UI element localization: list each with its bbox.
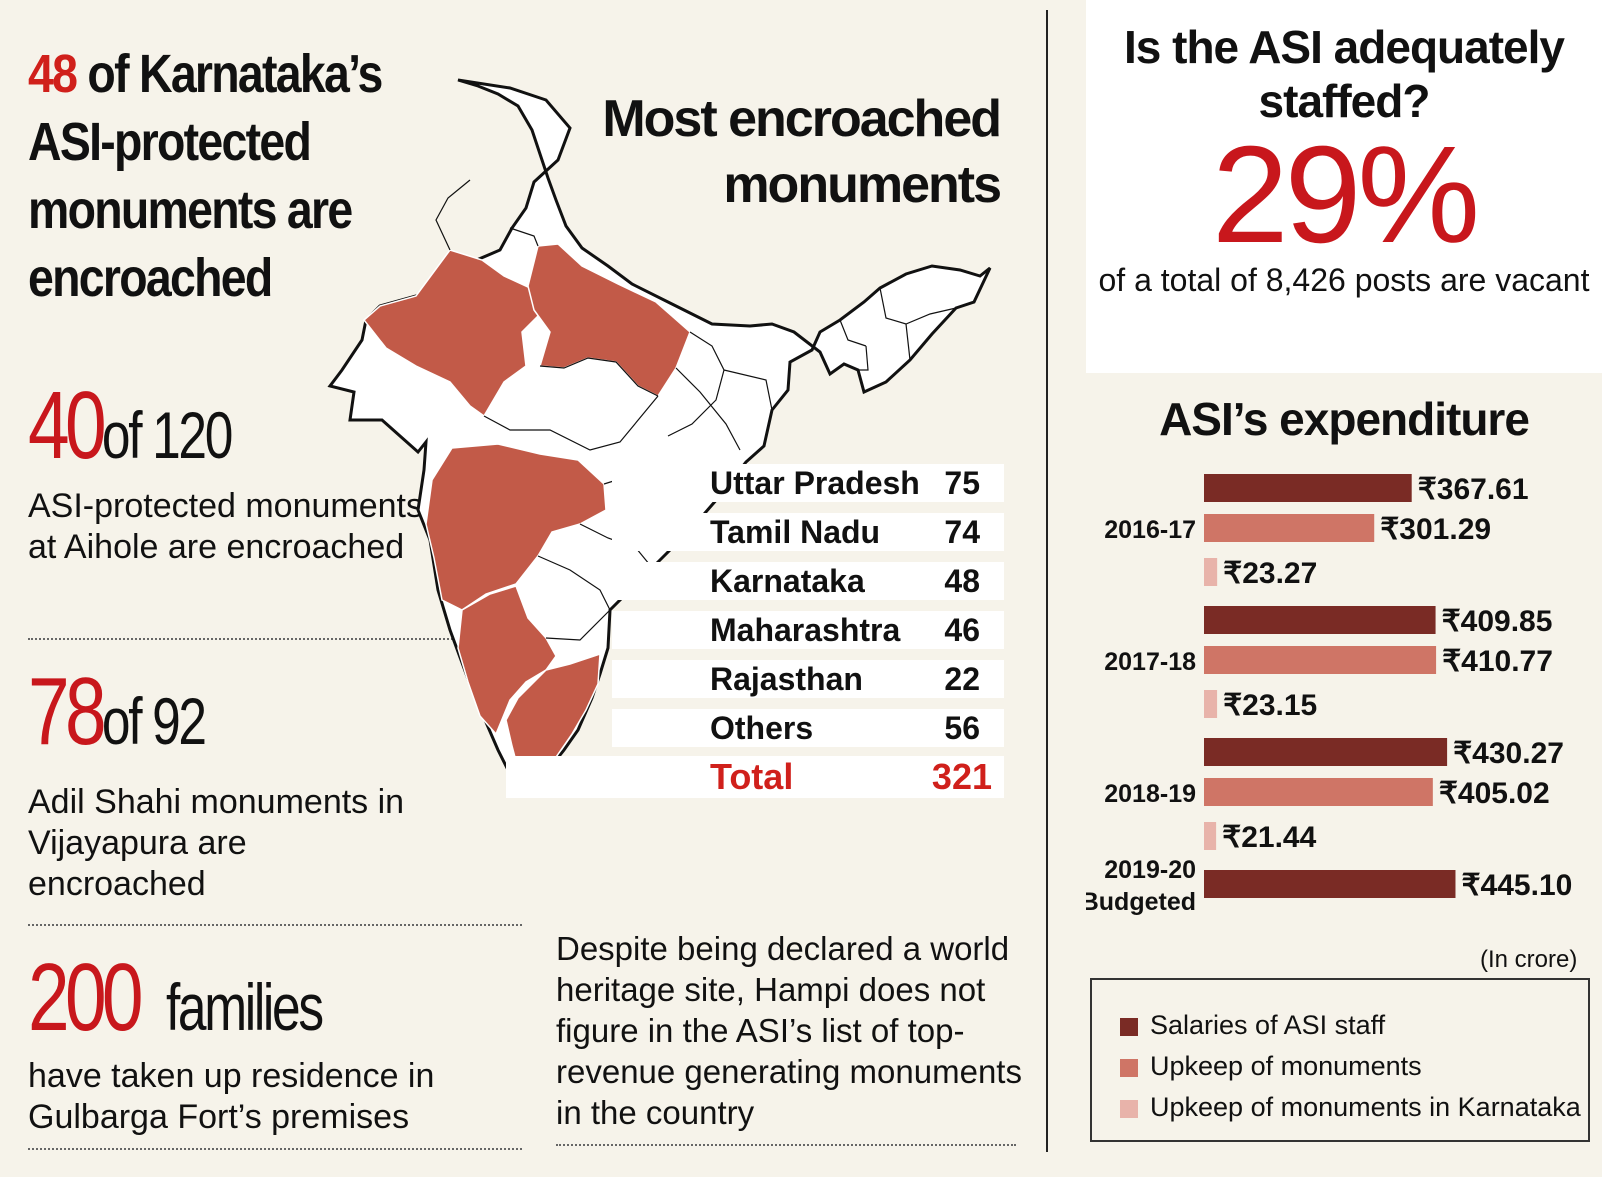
table-row: Others 56 [612, 709, 1004, 747]
legend-swatch [1120, 1099, 1138, 1118]
category-label: 2016-17 [1104, 516, 1196, 544]
table-row: Uttar Pradesh 75 [612, 464, 1004, 502]
staffing-title: Is the ASI adequately staffed? [1124, 21, 1565, 127]
bar-0-2 [1204, 738, 1448, 766]
legend-swatch [1120, 1058, 1138, 1077]
state-karnataka [457, 585, 557, 736]
northeast-borders [839, 287, 957, 371]
data-label: ₹430.27 [1453, 737, 1564, 770]
headline-text: of Karnataka’s ASI-protected monuments a… [28, 44, 383, 308]
stat-vijayapura-text: Adil Shahi monuments in Vijayapura are e… [28, 783, 405, 903]
table-total-row: Total 321 [506, 756, 1004, 798]
data-label: ₹410.77 [1442, 645, 1553, 678]
bar-0-1 [1204, 606, 1436, 634]
table-row: Karnataka 48 [612, 562, 1004, 600]
hampi-note: Despite being declared a world heritage … [556, 930, 1022, 1131]
bar-2-2 [1204, 822, 1217, 850]
total-label: Total [710, 756, 794, 797]
data-label: ₹367.61 [1418, 473, 1529, 506]
stat-gulbarga-figure: 200 families [28, 944, 324, 1051]
state-count: 22 [944, 661, 980, 697]
table-row: Maharashtra 46 [612, 611, 1004, 649]
data-label: ₹405.02 [1439, 777, 1550, 810]
state-name: Maharashtra [710, 612, 901, 648]
stat-aihole-figure: 40of 120 [28, 372, 233, 479]
state-name: Uttar Pradesh [710, 465, 920, 501]
stat-vijayapura: 78of 92 [28, 664, 255, 769]
india-map [327, 78, 992, 792]
bar-0-3 [1204, 870, 1456, 898]
stat-gulbarga: 200 families [28, 950, 405, 1055]
chart-legend: Salaries of ASI staff Upkeep of monument… [1090, 978, 1590, 1142]
divider [28, 924, 522, 926]
total-count: 321 [931, 756, 992, 797]
vacancy-text: of a total of 8,426 posts are vacant [1098, 262, 1590, 298]
state-count: 48 [944, 563, 980, 599]
unit-note: (In crore) [1480, 946, 1578, 973]
legend-swatch [1120, 1017, 1138, 1036]
stat-aihole: 40of 120 [28, 378, 288, 483]
legend-item-salaries: Salaries of ASI staff [1120, 1010, 1385, 1040]
state-count: 56 [944, 710, 980, 746]
divider [556, 1144, 1016, 1146]
state-name: Others [710, 710, 814, 746]
category-label: 2017-18 [1104, 648, 1196, 676]
bar-2-0 [1204, 558, 1218, 586]
bar-1-1 [1204, 646, 1437, 674]
bar-1-0 [1204, 514, 1375, 542]
map-title: Most encroached monuments [602, 90, 1002, 214]
data-label: ₹23.15 [1223, 689, 1317, 722]
legend-item-upkeep: Upkeep of monuments [1120, 1051, 1422, 1081]
state-count: 74 [944, 514, 980, 550]
table-row: Tamil Nadu 74 [612, 513, 1004, 551]
state-count: 75 [944, 465, 980, 501]
state-count: 46 [944, 612, 980, 648]
category-label: Budgeted [1086, 888, 1196, 916]
state-tamil-nadu [505, 652, 601, 783]
headline: 48 of Karnataka’s ASI-protected monument… [28, 40, 389, 312]
category-label: 2018-19 [1104, 780, 1196, 808]
bar-1-2 [1204, 778, 1433, 806]
stat-vijayapura-figure: 78of 92 [28, 658, 207, 765]
vacancy-percent: 29% [1211, 118, 1480, 272]
state-name: Karnataka [710, 563, 865, 599]
data-label: ₹445.10 [1461, 869, 1572, 902]
divider [28, 638, 456, 640]
expenditure-chart: 2016-17 ₹367.61 ₹301.29 ₹23.27 2017-18 ₹409.8… [1086, 473, 1572, 916]
bar-0-0 [1204, 474, 1412, 502]
state-name: Rajasthan [710, 661, 863, 697]
category-label: 2019-20 [1104, 856, 1196, 884]
stat-aihole-text: ASI-protected monuments at Aihole are en… [28, 487, 423, 566]
column-divider [1046, 10, 1048, 1152]
bar-2-1 [1204, 690, 1218, 718]
staffing-panel [1086, 0, 1602, 373]
data-label: ₹21.44 [1222, 821, 1316, 854]
data-label: ₹301.29 [1380, 513, 1491, 546]
divider [28, 1148, 522, 1150]
stat-gulbarga-text: have taken up residence in Gulbarga Fort… [28, 1057, 435, 1136]
headline-number: 48 [28, 44, 78, 104]
state-name: Tamil Nadu [710, 514, 881, 550]
data-label: ₹409.85 [1442, 605, 1553, 638]
legend-item-upkeep-karnataka: Upkeep of monuments in Karnataka [1120, 1092, 1581, 1122]
chart-title: ASI’s expenditure [1159, 393, 1530, 445]
data-label: ₹23.27 [1223, 557, 1317, 590]
table-row: Rajasthan 22 [612, 660, 1004, 698]
